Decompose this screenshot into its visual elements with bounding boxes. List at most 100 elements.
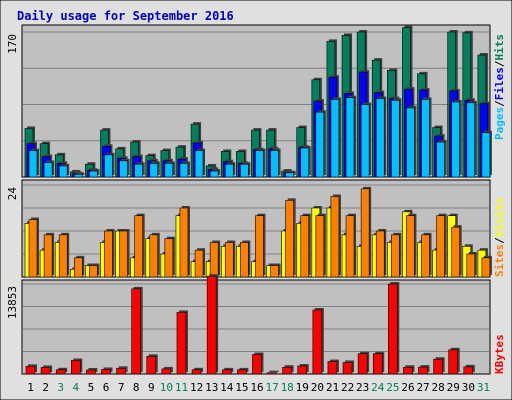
x-tick-label: 29 — [447, 381, 460, 394]
bottom-bar-kbytes — [40, 367, 51, 375]
bottom-bar-kbytes — [252, 354, 262, 375]
top-bar-pages — [391, 99, 400, 178]
middle-bar-sites — [421, 234, 430, 278]
top-bar-pages — [315, 111, 325, 178]
top-bar-pages — [330, 99, 340, 178]
top-ymax-label: 170 — [6, 34, 19, 54]
x-tick-label: 14 — [220, 381, 234, 394]
bottom-bar-kbytes — [70, 360, 81, 375]
middle-bar-sites — [149, 234, 159, 278]
middle-bar-sites — [345, 215, 355, 278]
x-tick-label: 7 — [118, 381, 125, 394]
top-bar-pages — [119, 160, 128, 178]
middle-bar-sites — [481, 257, 491, 278]
bottom-bar-kbytes — [206, 275, 217, 375]
middle-bar-sites — [73, 257, 83, 278]
middle-bar-sites — [43, 234, 53, 278]
top-bar-pages — [375, 98, 385, 178]
bottom-bar-kbytes — [267, 372, 277, 375]
bottom-ymax-label: 13853 — [6, 286, 19, 319]
panel-kbytes: 13853 — [6, 274, 491, 375]
x-tick-label: 30 — [462, 381, 475, 394]
bottom-bar-kbytes — [463, 366, 474, 375]
middle-bar-sites — [28, 219, 38, 278]
top-bar-pages — [285, 172, 294, 178]
middle-bar-sites — [406, 215, 415, 278]
top-bar-pages — [58, 165, 68, 178]
top-bar-pages — [73, 174, 83, 178]
legend-visits: Visits — [493, 198, 506, 238]
side-legend-1: Sites/Visits — [493, 198, 506, 278]
legend-separator: / — [493, 60, 506, 67]
x-tick-label: 4 — [73, 381, 80, 394]
bottom-bar-kbytes — [101, 369, 111, 375]
legend-pages: Pages — [493, 107, 506, 140]
top-bar-pages — [134, 163, 143, 178]
x-tick-label: 20 — [311, 381, 324, 394]
bottom-bar-kbytes-shadow — [269, 370, 279, 372]
bottom-bar-kbytes — [86, 369, 96, 375]
top-bar-pages — [270, 150, 279, 178]
x-tick-label: 19 — [296, 381, 309, 394]
bottom-bar-kbytes — [297, 365, 308, 375]
middle-bar-sites — [104, 230, 113, 278]
bottom-bar-kbytes — [357, 353, 368, 375]
top-bar-pages-shadow — [76, 172, 85, 175]
bottom-bar-kbytes — [282, 366, 292, 375]
chart-title: Daily usage for September 2016 — [17, 9, 234, 23]
x-axis-labels: 1 2 3 4 5 6 7 8 9 10 11 12 13 14 15 16 17 18 19 20 21 22 23 24 2… — [27, 381, 490, 394]
x-tick-label: 6 — [103, 381, 110, 394]
top-bar-pages — [224, 163, 234, 178]
middle-bar-sites — [285, 200, 294, 278]
legend-kbytes: KBytes — [493, 334, 506, 374]
top-bar-pages — [209, 170, 219, 178]
top-bar-pages — [451, 101, 461, 178]
x-tick-label: 25 — [386, 381, 399, 394]
middle-bar-sites — [330, 196, 340, 278]
bottom-bar-kbytes — [372, 353, 383, 375]
top-bar-pages — [149, 163, 159, 178]
legend-separator: / — [493, 237, 506, 244]
top-bar-pages — [481, 132, 491, 178]
top-bar-pages — [164, 163, 174, 178]
x-tick-label: 5 — [88, 381, 95, 394]
middle-bar-sites — [194, 249, 204, 278]
x-tick-label: 18 — [281, 381, 294, 394]
middle-bar-sites — [451, 226, 461, 278]
middle-bar-sites — [270, 265, 279, 278]
middle-bar-sites — [164, 238, 174, 278]
panel-hits-files-pages: 170 — [6, 24, 492, 178]
middle-bar-sites — [179, 207, 189, 278]
x-tick-label: 15 — [235, 381, 248, 394]
bottom-bar-kbytes — [418, 366, 428, 375]
middle-bar-sites — [58, 234, 68, 278]
x-tick-label: 8 — [133, 381, 140, 394]
side-legend-2: KBytes — [493, 334, 506, 374]
legend-separator: / — [493, 100, 506, 107]
bottom-bar-kbytes — [191, 369, 202, 375]
top-bar-pages — [240, 163, 249, 178]
middle-bar-sites — [209, 242, 219, 278]
x-tick-label: 3 — [57, 381, 64, 394]
middle-bar-sites — [315, 215, 325, 278]
middle-bar-sites — [119, 230, 128, 278]
top-bar-pages — [436, 141, 445, 178]
top-bar-pages — [104, 154, 113, 178]
middle-bar-sites — [300, 215, 310, 278]
top-bar-pages — [89, 170, 98, 178]
top-bar-pages — [179, 163, 189, 178]
x-tick-label: 27 — [416, 381, 429, 394]
bottom-bar-kbytes — [237, 369, 247, 375]
top-bar-pages — [255, 150, 264, 178]
bottom-bar-kbytes — [403, 366, 413, 375]
bottom-bar-kbytes — [55, 369, 66, 375]
middle-bar-sites — [391, 234, 400, 278]
bottom-bar-kbytes — [342, 362, 353, 375]
top-bar-pages — [360, 104, 370, 178]
middle-bar-sites — [89, 265, 98, 278]
bottom-bar-kbytes — [25, 366, 36, 375]
middle-bar-sites — [375, 230, 385, 278]
x-tick-label: 31 — [477, 381, 490, 394]
middle-bar-sites — [255, 215, 264, 278]
